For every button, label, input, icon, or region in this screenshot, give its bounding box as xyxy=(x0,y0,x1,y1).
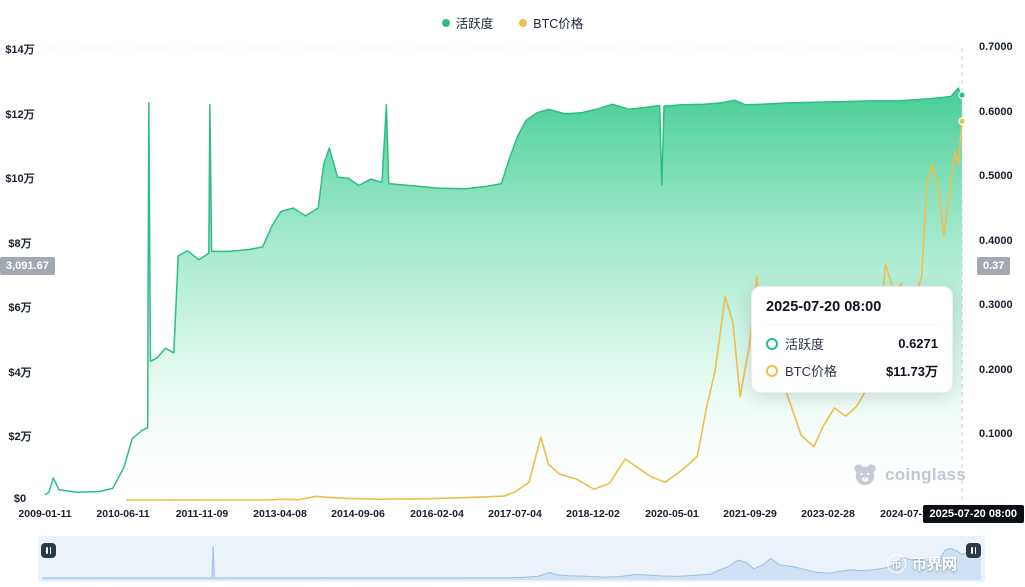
navigator-brush[interactable]: 币 币界网 xyxy=(38,536,985,582)
x-axis-tick: 2009-01-11 xyxy=(18,508,72,520)
tooltip-activity-label: 活跃度 xyxy=(785,337,825,352)
legend-btc-price-label: BTC价格 xyxy=(533,17,584,31)
tooltip: 2025-07-20 08:00 活跃度 0.6271 BTC价格 $11.73… xyxy=(751,286,953,393)
x-axis-tick: 2014-09-06 xyxy=(331,508,385,520)
legend-item-btc-price[interactable]: BTC价格 xyxy=(519,13,583,32)
coinglass-watermark: coinglass xyxy=(852,462,966,488)
right-axis-tick: 0.3000 xyxy=(979,299,1013,311)
left-axis-tick: $10万 xyxy=(5,173,35,185)
left-axis-tick: $0 xyxy=(13,493,27,505)
navigator-line xyxy=(41,544,982,579)
right-axis-tick: 0.4000 xyxy=(979,235,1013,247)
right-axis-tick: 0.7000 xyxy=(979,41,1013,53)
activity-ring-icon xyxy=(766,337,778,350)
left-axis-tick: $8万 xyxy=(8,238,32,250)
btc-price-ring-icon xyxy=(766,364,778,377)
left-axis-tick: $14万 xyxy=(5,44,35,56)
x-axis-tick: 2021-09-29 xyxy=(723,508,777,520)
bijiewang-logo-icon: 币 xyxy=(886,554,906,573)
x-axis-tick: 2011-11-09 xyxy=(175,508,229,520)
activity-area xyxy=(45,88,962,500)
legend: 活跃度 BTC价格 xyxy=(0,13,1025,32)
bijiewang-watermark-text: 币界网 xyxy=(911,556,957,573)
legend-item-activity[interactable]: 活跃度 xyxy=(441,13,494,32)
tooltip-btc-price-label: BTC价格 xyxy=(785,364,838,379)
x-axis-tick: 2023-02-28 xyxy=(801,508,855,520)
right-axis-tick: 0.6000 xyxy=(979,106,1013,118)
navigator-left-handle[interactable] xyxy=(41,543,56,558)
left-axis-value-badge: 3,091.67 xyxy=(0,257,55,275)
legend-activity-label: 活跃度 xyxy=(455,17,494,31)
right-axis-tick: 0.5000 xyxy=(979,170,1013,182)
right-axis-tick: 0.2000 xyxy=(979,364,1013,376)
activity-line xyxy=(44,87,963,496)
x-axis-tick: 2013-04-08 xyxy=(253,508,307,520)
bijiewang-watermark: 币 币界网 xyxy=(886,553,957,574)
price-end-dot-icon xyxy=(958,117,966,126)
activity-legend-dot-icon xyxy=(441,18,450,27)
left-axis-tick: $6万 xyxy=(8,302,32,314)
activity-end-dot-icon xyxy=(958,91,966,99)
tooltip-title: 2025-07-20 08:00 xyxy=(766,299,882,315)
coinglass-bear-icon xyxy=(854,464,876,486)
left-axis-tick: $4万 xyxy=(8,367,32,379)
right-axis-value-badge: 0.37 xyxy=(977,257,1011,275)
coinglass-watermark-text: coinglass xyxy=(885,465,967,484)
x-axis-tick: 2010-06-11 xyxy=(96,508,150,520)
tooltip-row-activity: 活跃度 0.6271 xyxy=(766,334,938,353)
main-chart[interactable] xyxy=(0,0,1025,530)
x-axis-tick: 2017-07-04 xyxy=(488,508,542,520)
right-axis-tick: 0.1000 xyxy=(979,428,1013,440)
x-axis-tick: 2024-07-28 xyxy=(880,508,934,520)
navigator-right-handle[interactable] xyxy=(966,543,981,558)
navigator-area xyxy=(42,544,981,580)
left-axis-tick: $12万 xyxy=(5,109,35,121)
left-axis-tick: $2万 xyxy=(8,431,32,443)
x-axis-tick: 2018-12-02 xyxy=(566,508,620,520)
btc-price-legend-dot-icon xyxy=(519,18,528,27)
tooltip-activity-value: 0.6271 xyxy=(898,336,938,351)
current-date-badge: 2025-07-20 08:00 xyxy=(922,505,1024,523)
x-axis-tick: 2016-02-04 xyxy=(410,508,464,520)
tooltip-divider xyxy=(766,324,938,325)
x-axis-tick: 2020-05-01 xyxy=(645,508,699,520)
tooltip-row-btc-price: BTC价格 $11.73万 xyxy=(766,361,938,380)
tooltip-btc-price-value: $11.73万 xyxy=(885,364,938,379)
